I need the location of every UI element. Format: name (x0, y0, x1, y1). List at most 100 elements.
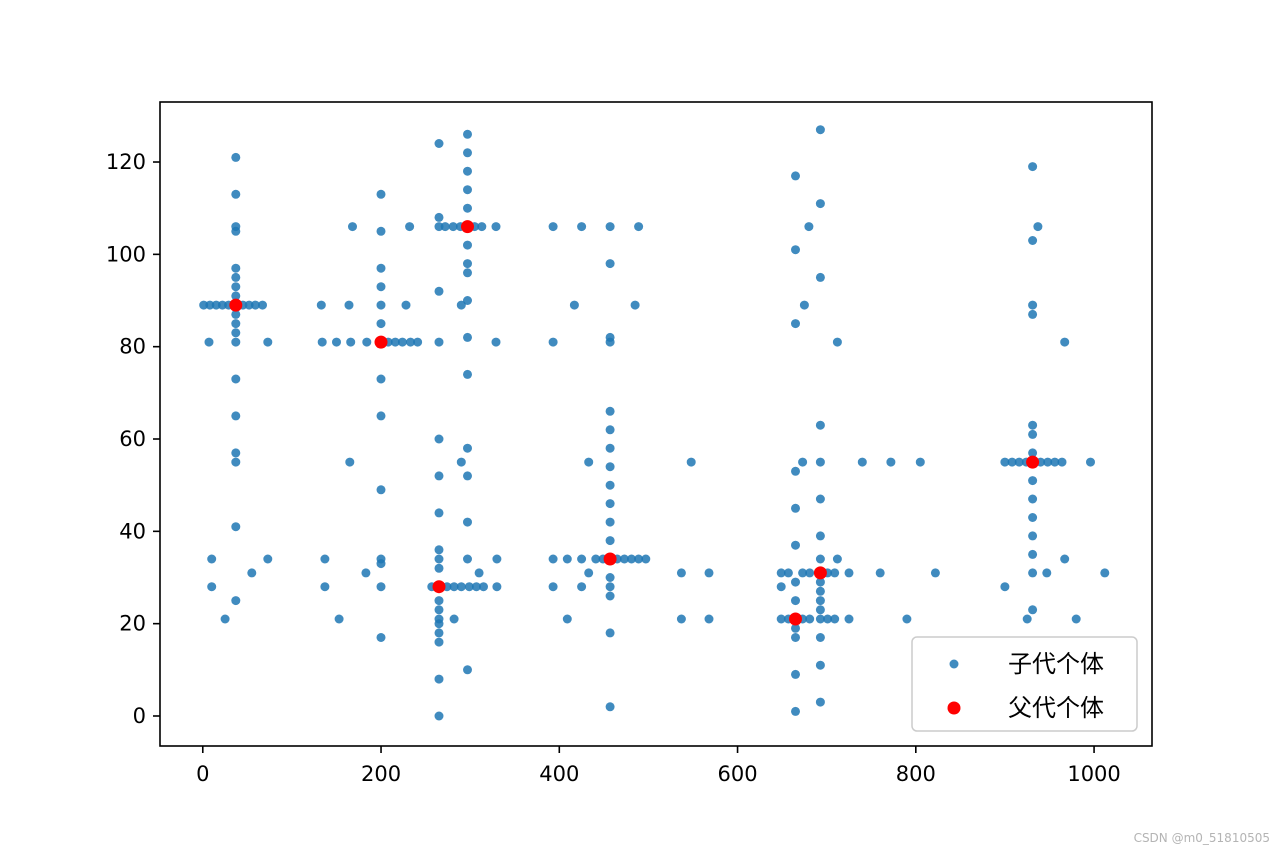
offspring-point-114 (456, 582, 466, 592)
offspring-point-155 (584, 568, 594, 578)
offspring-point-209 (798, 457, 808, 467)
offspring-point-153 (584, 457, 594, 467)
offspring-point-159 (630, 300, 640, 310)
parent-point-5 (789, 612, 802, 626)
offspring-point-77 (463, 443, 472, 453)
offspring-point-147 (641, 554, 651, 564)
offspring-point-232 (1000, 457, 1010, 467)
offspring-point-1 (231, 189, 241, 199)
offspring-point-203 (823, 614, 833, 624)
offspring-point-180 (791, 171, 800, 181)
offspring-point-187 (791, 596, 800, 606)
parent-point-0 (229, 298, 243, 312)
offspring-point-119 (492, 554, 502, 564)
offspring-point-16 (231, 522, 241, 532)
offspring-point-157 (577, 582, 587, 592)
offspring-point-66 (463, 129, 472, 139)
offspring-point-9 (231, 319, 241, 329)
offspring-point-224 (1028, 448, 1038, 458)
parent-point-6 (813, 566, 827, 580)
offspring-point-163 (704, 614, 714, 624)
offspring-point-70 (463, 203, 472, 213)
x-tick-label-2: 400 (539, 762, 579, 786)
offspring-point-172 (815, 577, 825, 587)
offspring-point-210 (832, 554, 842, 564)
offspring-point-65 (361, 568, 371, 578)
offspring-point-178 (815, 660, 825, 670)
offspring-point-69 (463, 185, 472, 195)
offspring-point-90 (434, 212, 444, 222)
offspring-point-102 (434, 563, 444, 573)
offspring-point-221 (1028, 309, 1038, 319)
offspring-point-128 (605, 536, 615, 546)
offspring-point-107 (434, 628, 444, 638)
y-tick-label-5: 100 (106, 242, 146, 266)
y-tick-label-6: 120 (106, 150, 146, 174)
offspring-point-95 (456, 457, 466, 467)
offspring-point-243 (1060, 554, 1070, 564)
offspring-point-183 (791, 466, 800, 476)
offspring-point-71 (463, 240, 472, 250)
offspring-point-137 (605, 222, 615, 232)
offspring-point-216 (930, 568, 940, 578)
offspring-point-149 (577, 222, 587, 232)
offspring-point-134 (605, 259, 615, 269)
offspring-point-189 (791, 633, 800, 642)
offspring-point-32 (220, 614, 230, 624)
offspring-point-164 (815, 125, 825, 135)
offspring-point-98 (434, 471, 444, 481)
offspring-point-121 (605, 406, 615, 416)
offspring-point-88 (491, 222, 501, 232)
offspring-point-92 (434, 337, 444, 347)
offspring-point-109 (434, 674, 444, 684)
offspring-point-197 (830, 568, 840, 578)
offspring-point-184 (791, 503, 800, 513)
offspring-point-222 (1028, 420, 1038, 430)
offspring-point-62 (320, 582, 330, 592)
offspring-point-80 (463, 554, 472, 564)
offspring-point-198 (844, 568, 854, 578)
offspring-point-7 (231, 291, 241, 301)
offspring-point-14 (231, 448, 241, 458)
offspring-point-50 (362, 337, 372, 347)
parent-point-7 (1026, 455, 1040, 469)
offspring-point-97 (434, 434, 444, 444)
offspring-point-214 (915, 457, 925, 467)
offspring-point-213 (886, 457, 896, 467)
offspring-point-56 (348, 222, 357, 232)
offspring-point-47 (317, 337, 327, 347)
offspring-point-94 (491, 337, 501, 347)
offspring-point-129 (605, 573, 615, 582)
offspring-point-73 (463, 268, 472, 278)
offspring-point-130 (605, 582, 615, 592)
offspring-point-240 (1086, 457, 1095, 467)
offspring-point-52 (390, 337, 400, 347)
offspring-point-207 (799, 300, 809, 310)
offspring-point-26 (258, 300, 267, 310)
offspring-point-34 (376, 189, 386, 199)
offspring-point-179 (815, 697, 825, 707)
offspring-point-169 (815, 494, 825, 504)
offspring-point-27 (204, 337, 214, 347)
offspring-point-241 (1033, 222, 1043, 232)
offspring-point-146 (634, 554, 644, 564)
offspring-point-15 (231, 457, 241, 467)
offspring-point-104 (434, 605, 444, 615)
offspring-point-39 (376, 319, 386, 329)
offspring-point-3 (231, 226, 241, 236)
offspring-point-223 (1028, 429, 1038, 439)
offspring-point-93 (456, 300, 466, 310)
offspring-point-83 (440, 222, 450, 232)
x-tick-label-5: 1000 (1067, 762, 1120, 786)
offspring-point-206 (804, 222, 814, 232)
x-tick-label-0: 0 (196, 762, 209, 786)
parent-point-2 (461, 220, 474, 234)
offspring-point-141 (591, 554, 601, 564)
offspring-point-229 (1028, 549, 1038, 559)
offspring-point-68 (463, 166, 472, 176)
offspring-point-28 (263, 337, 273, 347)
offspring-point-11 (231, 337, 241, 347)
offspring-point-113 (449, 582, 459, 592)
offspring-point-117 (479, 582, 488, 592)
legend-marker-parent (947, 701, 961, 715)
